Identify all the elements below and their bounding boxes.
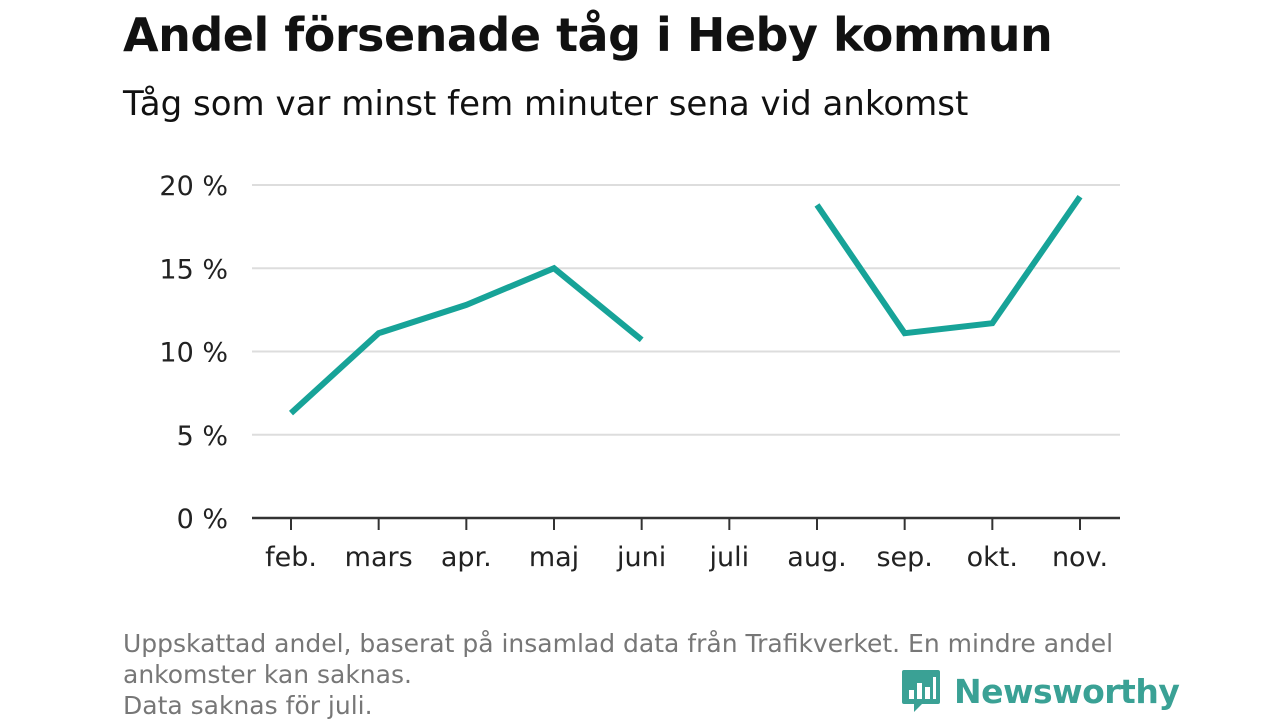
footnote-line: Data saknas för juli.	[123, 691, 373, 720]
series-line-segment	[288, 264, 644, 416]
x-tick-label: maj	[529, 542, 579, 573]
bar-chart-speech-bubble-icon	[902, 670, 940, 712]
series-line-segment	[814, 194, 1083, 337]
footnote-line: ankomster kan saknas.	[123, 660, 412, 689]
x-axis: feb. mars apr. maj juni juli aug. sep. okt. nov.	[252, 516, 1120, 573]
x-tick-label: sep.	[876, 542, 932, 573]
x-tick-label: juni	[616, 542, 666, 573]
y-tick-label: 0 %	[177, 504, 228, 535]
x-tick-label: nov.	[1052, 542, 1108, 573]
y-tick-label: 15 %	[159, 254, 228, 285]
logo-text: Newsworthy	[954, 671, 1180, 711]
y-tick-label: 5 %	[177, 421, 228, 452]
y-axis-tick-labels: 0 % 5 % 10 % 15 % 20 %	[159, 171, 228, 535]
y-tick-label: 20 %	[159, 171, 228, 202]
chart-title: Andel försenade tåg i Heby kommun	[123, 8, 1053, 62]
x-tick-label: apr.	[441, 542, 492, 573]
x-tick-label: mars	[345, 542, 413, 573]
footnote: Uppskattad andel, baserat på insamlad da…	[123, 628, 1163, 721]
x-tick-label: aug.	[787, 542, 846, 573]
y-tick-label: 10 %	[159, 338, 228, 369]
x-tick-label: okt.	[967, 542, 1018, 573]
grid-lines	[252, 184, 1120, 436]
x-tick-label: feb.	[265, 542, 317, 573]
line-chart: 0 % 5 % 10 % 15 % 20 % feb. mars apr. maj juni ju…	[159, 171, 1120, 573]
x-tick-label: juli	[709, 542, 750, 573]
footnote-line: Uppskattad andel, baserat på insamlad da…	[123, 629, 1114, 658]
chart-subtitle: Tåg som var minst fem minuter sena vid a…	[123, 84, 969, 124]
newsworthy-logo: Newsworthy	[900, 668, 1180, 714]
series-lines	[288, 194, 1083, 416]
